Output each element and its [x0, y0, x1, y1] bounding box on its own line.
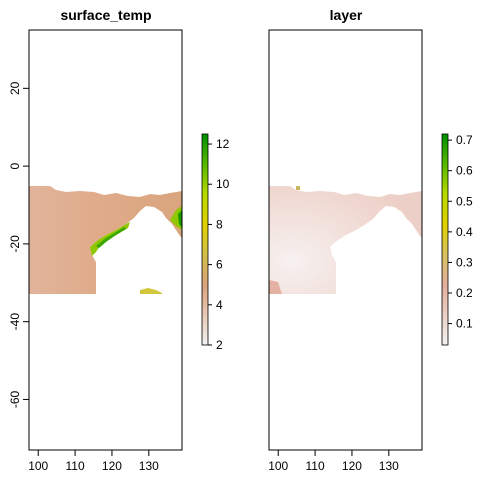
colorbar-tick-label: 0.5: [456, 194, 473, 208]
colorbar-tick-label: 0.2: [456, 286, 473, 300]
plot-frame-surface-temp: [28, 29, 183, 451]
land-mask-north: [50, 186, 182, 197]
land-mask-australia: [90, 206, 182, 294]
colorbar-fill-surface-temp: [201, 133, 209, 346]
layer-edge-bands: [269, 280, 282, 294]
warm-coastal-band-dark: [96, 227, 126, 248]
panel-title-surface-temp: surface_temp: [60, 7, 151, 23]
colorbar-tick-label: 6: [216, 258, 223, 272]
x-tick-label: 130: [379, 459, 399, 473]
layer-high-spot: [296, 186, 300, 190]
x-tick-label: 120: [342, 459, 362, 473]
x-tick-label: 100: [268, 459, 288, 473]
x-tick-label: 100: [28, 459, 48, 473]
land-mask-north-2: [290, 186, 422, 197]
y-tick-label: -40: [8, 313, 22, 331]
colorbar-tick-label: 12: [216, 137, 230, 151]
land-mask-australia-2: [330, 206, 422, 294]
raster-layer: [269, 186, 422, 294]
colorbar-surface-temp: 2 4 6 8 10 12: [201, 133, 230, 352]
axes-layer: 100 110 120 130: [268, 450, 399, 473]
x-tick-label: 130: [139, 459, 159, 473]
colorbar-ticks-layer: 0.1 0.2 0.3 0.4 0.5 0.6 0.7: [448, 133, 473, 331]
colorbar-tick-label: 0.6: [456, 164, 473, 178]
colorbar-tick-label: 10: [216, 177, 230, 191]
colorbar-tick-label: 2: [216, 338, 223, 352]
y-tick-label: -60: [8, 390, 22, 408]
axes-surface-temp: 100 110 120 130 20 0 -20 -40 -60: [8, 81, 159, 473]
colorbar-tick-label: 0.4: [456, 225, 473, 239]
colorbar-tick-label: 4: [216, 298, 223, 312]
colorbar-ticks-surface-temp: 2 4 6 8 10 12: [208, 137, 230, 352]
colorbar-fill-layer: [441, 133, 449, 346]
tasmania-mask-2: [374, 289, 402, 294]
colorbar-tick-label: 0.3: [456, 255, 473, 269]
colorbar-tick-label: 0.1: [456, 317, 473, 331]
panel-title-layer: layer: [330, 7, 363, 23]
plot-frame-layer: [268, 29, 423, 451]
colorbar-tick-label: 8: [216, 217, 223, 231]
colorbar-tick-label: 0.7: [456, 133, 473, 147]
y-tick-label: 0: [8, 162, 22, 169]
x-tick-label: 120: [102, 459, 122, 473]
raster-surface-temp: [29, 186, 182, 294]
colorbar-layer: 0.1 0.2 0.3 0.4 0.5 0.6 0.7: [441, 133, 473, 346]
y-tick-label: 20: [8, 81, 22, 95]
panel-layer: layer 100 110 120 130 0.1 0.2 0.3 0.4 0.5 0.6 0.7: [268, 7, 473, 473]
warm-northeast-band-dark: [178, 210, 182, 228]
panel-surface-temp: surface_temp 100 110 120 130 20 0 -20 -40 -60 2 4…: [8, 7, 230, 473]
y-tick-label: -20: [8, 235, 22, 253]
tasmania-patch: [140, 288, 162, 294]
x-tick-label: 110: [66, 459, 85, 473]
x-tick-label: 110: [306, 459, 325, 473]
